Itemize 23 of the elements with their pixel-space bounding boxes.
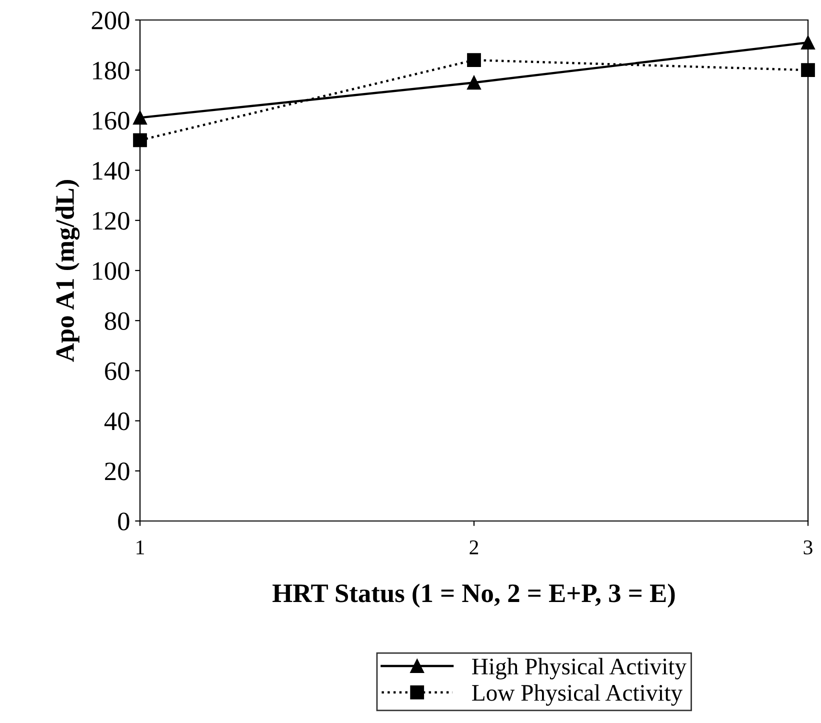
point bbox=[467, 53, 481, 68]
y-tick-label: 120 bbox=[93, 212, 130, 230]
y-tick-label: 200 bbox=[92, 12, 130, 30]
x-tick-label: 3 bbox=[804, 540, 812, 554]
y-tick-label: 100 bbox=[93, 262, 130, 280]
x-axis-title: HRT Status (1 = No, 2 = E+P, 3 = E) bbox=[272, 584, 675, 608]
y-tick-label: 140 bbox=[93, 162, 130, 180]
y-tick-label: 60 bbox=[105, 362, 130, 380]
x-tick-label: 1 bbox=[136, 540, 144, 554]
y-tick-label: 0 bbox=[118, 512, 130, 530]
y-tick-label: 160 bbox=[93, 112, 130, 130]
point bbox=[133, 110, 147, 125]
point bbox=[467, 76, 481, 90]
legend-label: High Physical Activity bbox=[472, 658, 686, 680]
y-tick-label: 20 bbox=[105, 462, 130, 480]
y-tick-label: 80 bbox=[104, 312, 130, 330]
y-axis-title: Apo A1 (mg/dL) bbox=[55, 180, 80, 362]
point bbox=[801, 63, 815, 78]
y-tick-label: 180 bbox=[93, 62, 130, 80]
point bbox=[133, 133, 147, 148]
x-tick-label: 2 bbox=[470, 540, 478, 554]
y-tick-label: 40 bbox=[104, 412, 130, 430]
legend-label: Low Physical Activity bbox=[472, 684, 683, 706]
